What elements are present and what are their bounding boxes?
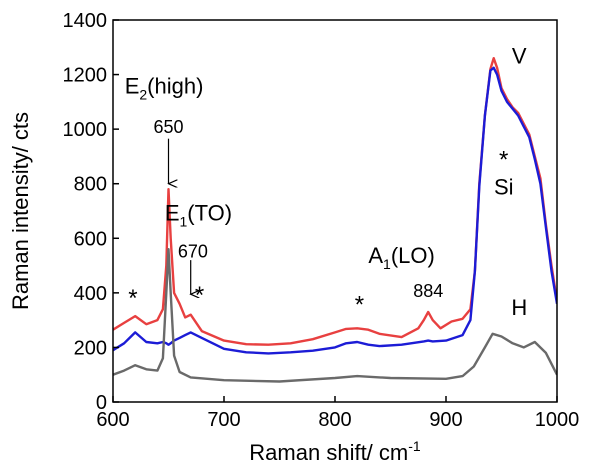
x-tick-label: 900 — [429, 409, 462, 431]
arrow-layer — [169, 138, 191, 295]
y-tick-label: 600 — [74, 228, 107, 250]
series-line-2 — [113, 66, 557, 355]
peak-annotation: * — [499, 146, 508, 173]
x-axis: 600 700 800 900 1000 — [96, 396, 579, 431]
y-tick-label: 200 — [74, 337, 107, 359]
y-tick-label: 0 — [96, 392, 107, 414]
x-axis-title: Raman shift/ cm-1 — [249, 438, 421, 465]
peak-annotation: * — [195, 282, 204, 309]
peak-annotation: * — [355, 292, 364, 319]
y-tick-label: 1200 — [63, 65, 108, 87]
y-tick-label: 1000 — [63, 119, 108, 141]
peak-annotation: Si — [494, 175, 514, 200]
x-tick-label: 800 — [318, 409, 351, 431]
peak-annotation: E2(high) — [125, 74, 204, 103]
x-tick-label: 700 — [207, 409, 240, 431]
peak-annotation: H — [511, 295, 527, 320]
y-tick-label: 800 — [74, 174, 107, 196]
peak-annotation: * — [128, 285, 137, 312]
peak-annotation: E1(TO) — [165, 201, 232, 230]
series-line-1 — [113, 57, 557, 346]
y-axis: 0 200 400 600 800 1000 1200 1400 — [63, 10, 119, 414]
y-tick-label: 400 — [74, 283, 107, 305]
peak-annotation: A1(LO) — [368, 243, 434, 272]
peak-annotation: 650 — [153, 117, 183, 137]
x-tick-label: 600 — [96, 409, 129, 431]
peak-annotation: V — [512, 44, 527, 69]
series-layer — [113, 57, 557, 383]
y-tick-label: 1400 — [63, 10, 108, 32]
y-axis-title: Raman intensity/ cts — [8, 112, 33, 310]
series-line-3 — [113, 248, 557, 383]
peak-annotation: 670 — [178, 241, 208, 261]
x-tick-label: 1000 — [535, 409, 580, 431]
peak-annotation: 884 — [413, 281, 443, 301]
